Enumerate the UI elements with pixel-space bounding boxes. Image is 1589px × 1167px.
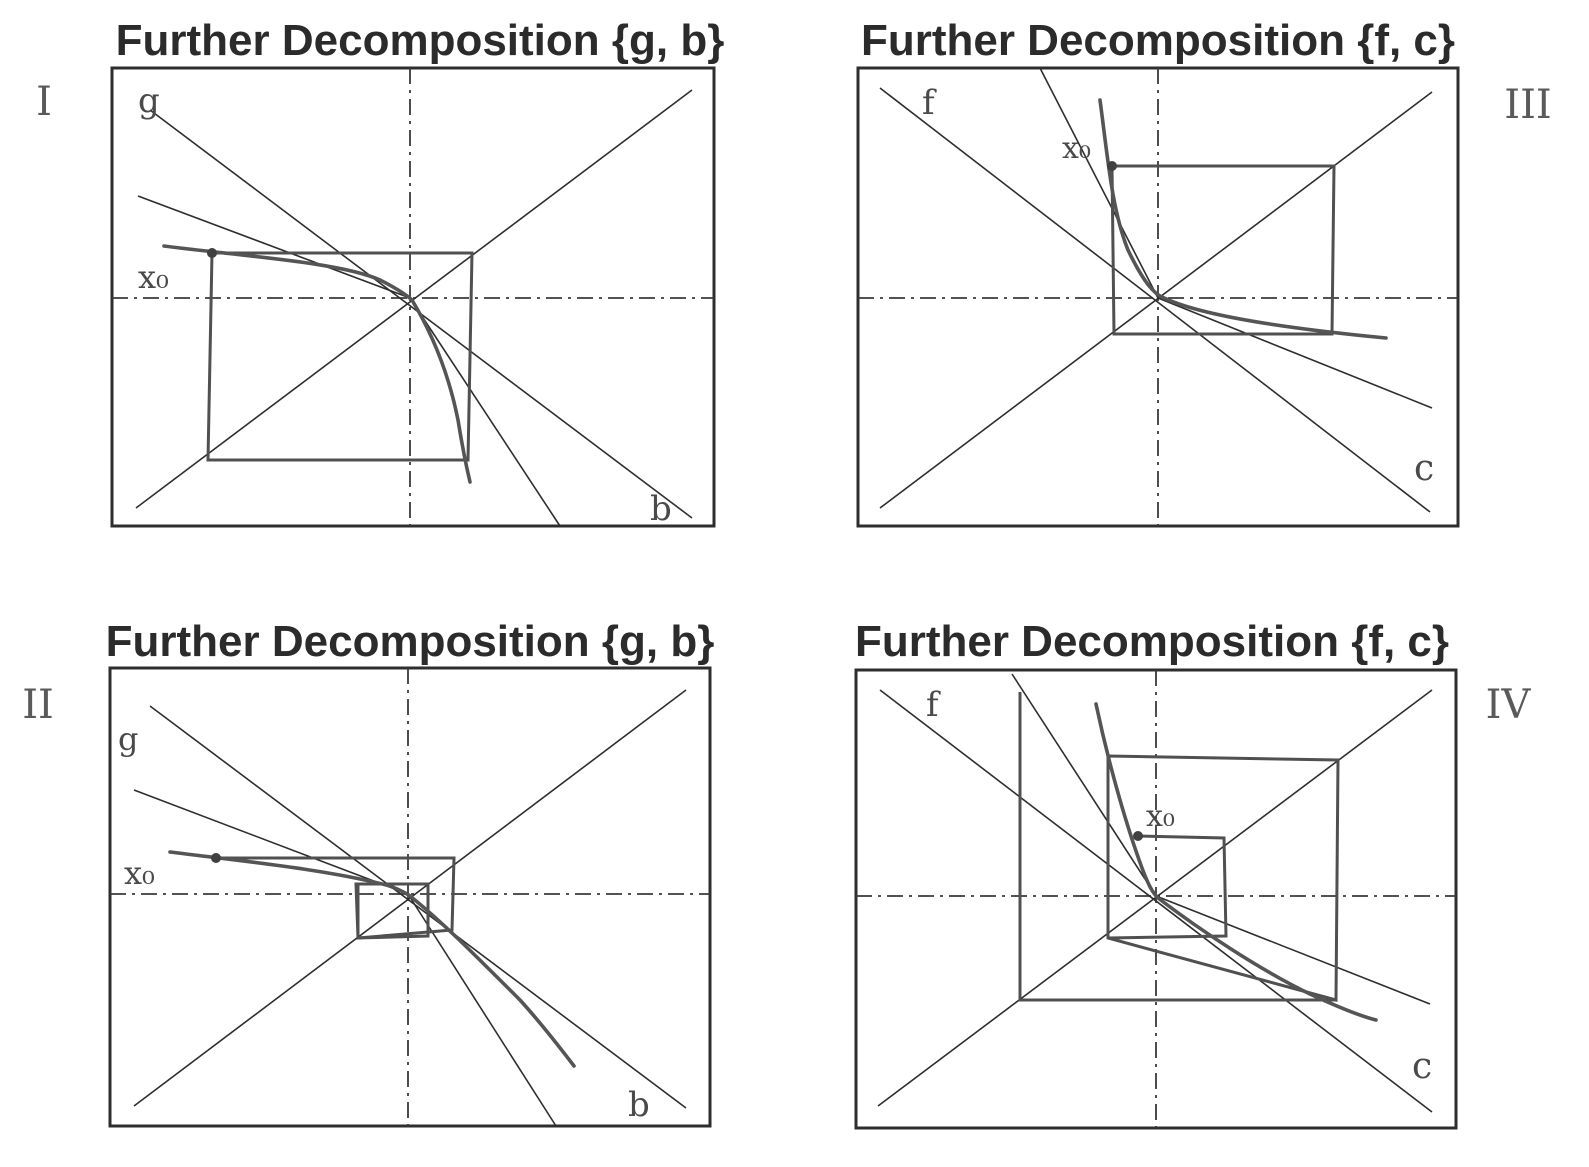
panel-iv-roman-label: IV <box>1486 682 1532 728</box>
panel-ii-frame <box>108 666 712 1128</box>
panel-i-roman-label: I <box>36 79 52 125</box>
panel-iii-label-c: c <box>1414 448 1434 489</box>
panel-i: Further Decomposition {g, b} I g b x₀ <box>36 16 724 529</box>
panel-iv-middle-box <box>1106 754 1340 1002</box>
panel-iv-label-c: c <box>1412 1046 1432 1087</box>
panel-ii-label-b: b <box>628 1085 650 1125</box>
panel-ii-title: Further Decomposition {g, b} <box>106 617 715 666</box>
panel-i-point-x0 <box>207 248 217 258</box>
panel-iii-secant-upper <box>1039 67 1159 299</box>
panel-iii: Further Decomposition {f, c} III f c x₀ <box>856 16 1552 528</box>
panel-i-label-b: b <box>650 489 672 529</box>
panel-iii-title: Further Decomposition {f, c} <box>861 16 1455 65</box>
panel-i-title: Further Decomposition {g, b} <box>116 16 725 65</box>
panel-i-curve <box>162 244 472 484</box>
panel-iv-large-box-edge <box>1018 692 1336 1002</box>
panel-ii-inner-box <box>356 882 430 940</box>
panel-iv-line-f <box>879 689 1433 1113</box>
panel-iii-point-x0 <box>1107 161 1117 171</box>
panel-ii-secant-upper <box>133 789 409 895</box>
panel-i-box <box>206 251 474 462</box>
panel-i-diagonal <box>135 89 693 509</box>
panel-ii-label-g: g <box>118 720 138 758</box>
panel-ii-curve <box>168 850 576 1068</box>
panel-iv-secant-upper <box>1011 673 1157 897</box>
panel-ii-outer-box <box>216 856 456 940</box>
panel-i-label-x0: x₀ <box>138 258 169 296</box>
panel-i-frame <box>110 66 716 528</box>
panel-ii: Further Decomposition {g, b} II g b x₀ <box>22 617 715 1128</box>
panel-iv-secant-lower <box>1155 895 1431 1005</box>
panel-iii-secant-lower <box>1157 297 1433 409</box>
panel-iv-inner-box <box>1107 834 1228 940</box>
panel-iv-label-f: f <box>926 685 941 725</box>
panel-ii-line-g <box>149 705 687 1109</box>
panel-iv-title: Further Decomposition {f, c} <box>855 617 1449 666</box>
panel-ii-point-x0 <box>211 853 221 863</box>
panel-iv-label-x0: x₀ <box>1146 799 1175 834</box>
panel-i-secant-upper <box>137 195 411 299</box>
panel-iii-diagonal <box>879 91 1433 509</box>
panel-iii-roman-label: III <box>1504 82 1551 128</box>
panel-iii-label-x0: x₀ <box>1062 131 1091 166</box>
panel-iii-curve <box>1098 98 1388 340</box>
panel-iv-curve <box>1094 702 1378 1022</box>
panel-iv: Further Decomposition {f, c} IV f c x₀ <box>854 617 1532 1130</box>
panel-iv-diagonal <box>877 689 1433 1107</box>
panel-i-label-g: g <box>138 81 160 121</box>
panel-ii-label-x0: x₀ <box>124 854 155 892</box>
panel-iii-label-f: f <box>922 83 937 123</box>
panel-ii-secant-lower <box>407 893 557 1127</box>
panel-ii-roman-label: II <box>22 682 54 728</box>
panel-i-secant-lower <box>409 297 561 527</box>
panel-iv-point-x0 <box>1133 831 1143 841</box>
